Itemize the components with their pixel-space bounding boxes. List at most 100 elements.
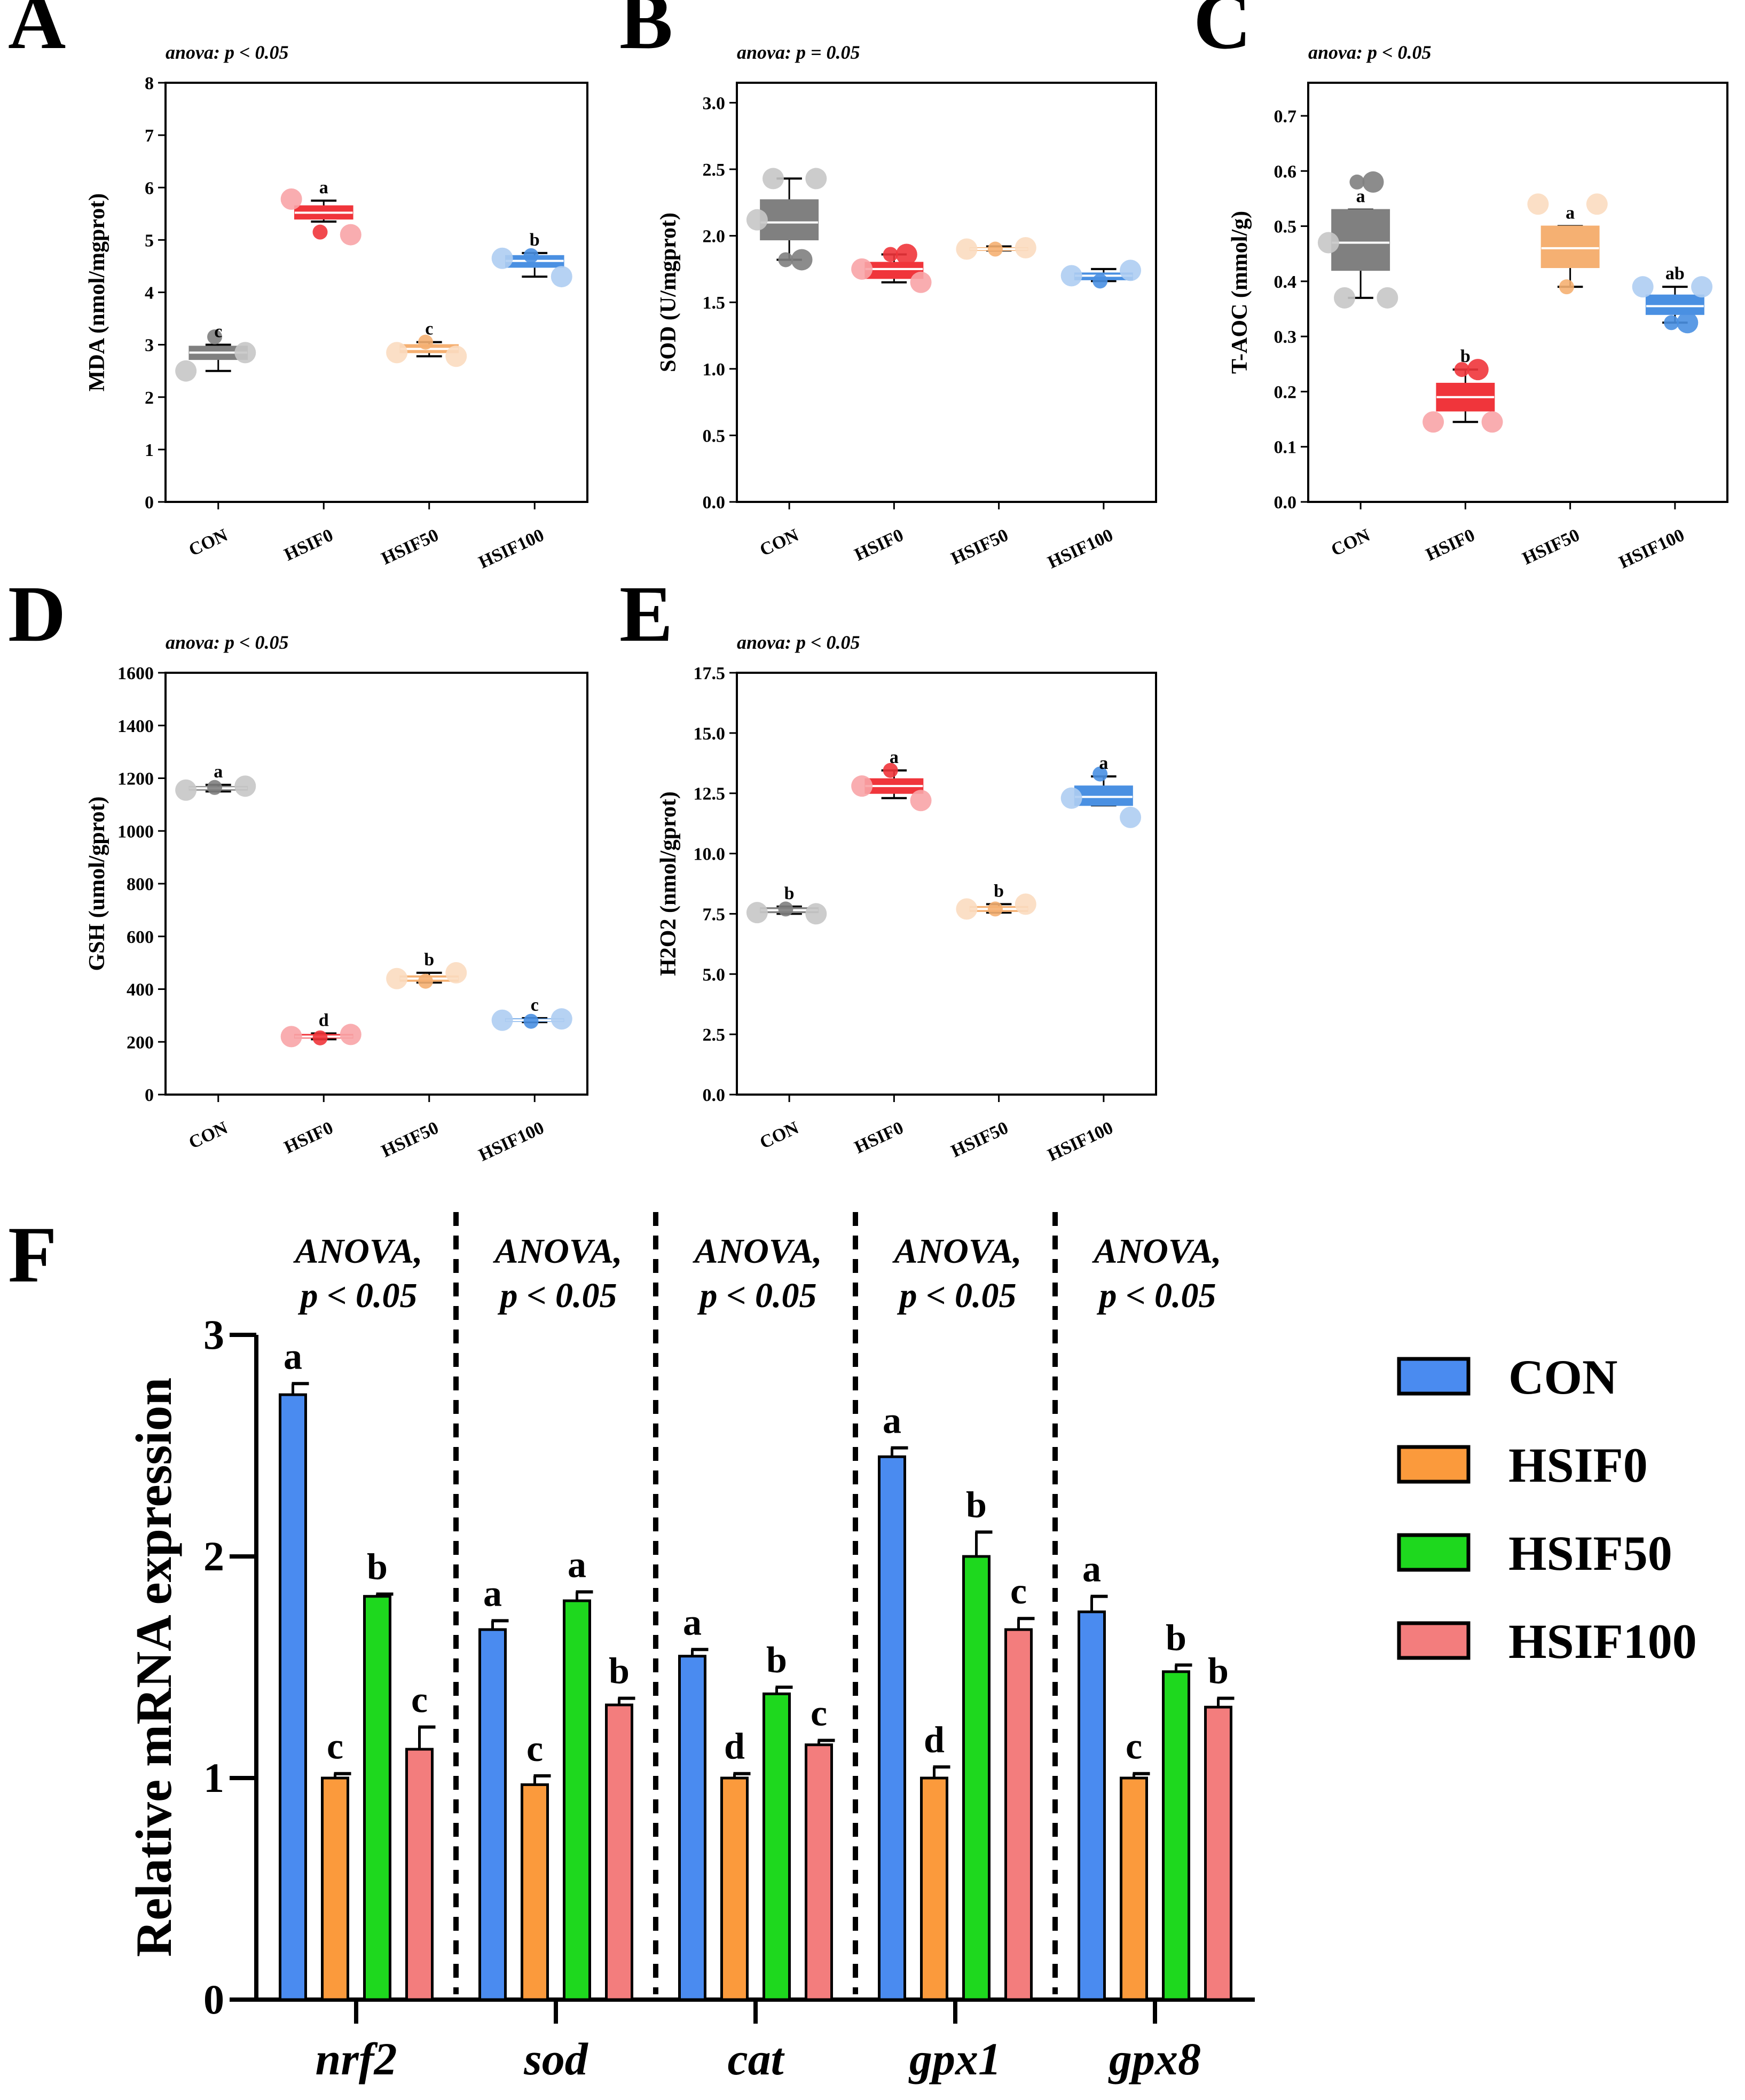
bar — [478, 1628, 507, 2001]
y-tick-label: 0 — [145, 493, 154, 513]
significance-letter: a — [1566, 203, 1575, 223]
anova-label: ANOVA, — [293, 1232, 423, 1271]
box-body — [1074, 785, 1133, 806]
bar — [763, 1692, 791, 2001]
legend-swatch — [1397, 1621, 1471, 1660]
data-point — [746, 209, 768, 231]
x-tick-label: HSIF0 — [1423, 525, 1478, 565]
x-tick-label: sod — [523, 2033, 588, 2085]
data-point — [207, 780, 223, 795]
y-tick-label: 5.0 — [703, 965, 726, 985]
y-tick-label: 0.0 — [703, 493, 726, 513]
box-body — [1645, 294, 1704, 315]
data-point — [987, 901, 1003, 917]
data-point — [280, 1026, 302, 1048]
plot-frame — [164, 672, 588, 1096]
data-point — [851, 775, 873, 797]
legend-swatch — [1397, 1445, 1471, 1484]
x-tick-label: HSIF100 — [1044, 525, 1116, 573]
significance-letter: b — [1166, 1617, 1186, 1658]
data-point — [1015, 237, 1036, 259]
y-tick-label: 600 — [127, 927, 154, 947]
p-value-label: p < 0.05 — [697, 1276, 816, 1315]
anova-label: ANOVA, — [892, 1232, 1022, 1271]
significance-letter: c — [526, 1728, 543, 1769]
bar — [805, 1743, 833, 2001]
y-tick-label: 1 — [145, 441, 154, 460]
box-body — [1540, 225, 1600, 269]
significance-letter: c — [214, 322, 222, 342]
data-point — [491, 247, 513, 269]
panel-letter: F — [8, 1210, 57, 1299]
significance-letter: c — [411, 1680, 428, 1721]
data-point — [386, 968, 408, 989]
data-point — [1060, 265, 1082, 287]
anova-label: anova: p < 0.05 — [737, 632, 860, 653]
legend-label: HSIF100 — [1508, 1614, 1697, 1669]
bar — [1120, 1776, 1148, 2001]
significance-letter: c — [327, 1726, 343, 1767]
data-point — [1015, 893, 1036, 915]
x-tick-label: nrf2 — [316, 2033, 397, 2085]
data-point — [234, 775, 256, 797]
y-tick-label: 0.5 — [1274, 217, 1297, 237]
data-point — [987, 241, 1003, 257]
x-tick-label: HSIF50 — [1520, 525, 1583, 569]
data-point — [175, 779, 197, 801]
legend-label: CON — [1508, 1350, 1617, 1404]
data-point — [340, 224, 361, 246]
data-point — [418, 973, 434, 989]
data-point — [1586, 193, 1608, 215]
p-value-label: p < 0.05 — [1096, 1276, 1216, 1315]
y-tick-label: 200 — [127, 1033, 154, 1052]
p-value-label: p < 0.05 — [297, 1276, 417, 1315]
panel-letter: B — [619, 0, 673, 66]
plot-frame — [164, 82, 588, 503]
data-point — [1092, 273, 1108, 289]
significance-letter: b — [766, 1640, 787, 1681]
significance-letter: a — [568, 1544, 586, 1585]
data-point — [551, 266, 572, 288]
y-tick-label: 0.5 — [703, 426, 726, 446]
data-point — [1120, 806, 1142, 828]
x-tick-label: HSIF100 — [1616, 525, 1687, 573]
data-point — [386, 342, 408, 364]
data-point — [1377, 287, 1398, 309]
plot-frame — [736, 82, 1157, 503]
significance-letter: b — [1208, 1651, 1229, 1692]
data-point — [1349, 174, 1365, 190]
data-point — [175, 360, 197, 382]
data-point — [746, 902, 768, 924]
x-tick-label: cat — [727, 2033, 785, 2085]
data-point — [1664, 315, 1679, 331]
panel-letter: C — [1193, 0, 1251, 66]
panel-letter: E — [619, 570, 673, 658]
significance-letter: a — [883, 1401, 901, 1442]
significance-letter: a — [284, 1336, 302, 1377]
data-point — [1334, 287, 1356, 309]
y-tick-label: 7.5 — [703, 905, 726, 924]
data-point — [551, 1008, 572, 1030]
x-tick-label: CON — [1328, 525, 1373, 561]
panel-f: F 0 1 2 3 Relative mRNA expression ANOVA, p < 0… — [8, 1210, 1697, 2085]
significance-letter: a — [483, 1573, 502, 1614]
y-tick-label: 0.6 — [1274, 162, 1297, 182]
significance-letter: c — [1126, 1726, 1142, 1767]
data-point — [1422, 411, 1444, 433]
data-point — [883, 762, 898, 778]
y-tick-label: 3 — [145, 336, 154, 356]
significance-letter: d — [724, 1726, 745, 1767]
x-tick-label: HSIF100 — [476, 1118, 547, 1166]
y-tick-label: 800 — [127, 875, 154, 894]
x-tick-label: HSIF50 — [379, 1118, 442, 1161]
data-point — [312, 224, 328, 240]
y-tick-label: 7 — [145, 126, 154, 146]
y-tick-label: 400 — [127, 980, 154, 1000]
p-value-label: p < 0.05 — [897, 1276, 1016, 1315]
y-tick-label: 0 — [145, 1086, 154, 1105]
y-tick-label: 3.0 — [703, 93, 726, 113]
y-tick-label: 0.3 — [1274, 327, 1297, 347]
data-point — [805, 168, 827, 190]
x-tick-label: HSIF100 — [476, 525, 547, 573]
